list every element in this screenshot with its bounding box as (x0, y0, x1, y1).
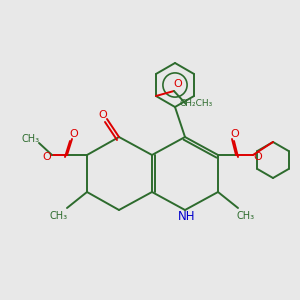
Text: CH₃: CH₃ (50, 211, 68, 221)
Text: O: O (70, 129, 78, 139)
Text: NH: NH (178, 209, 196, 223)
Text: O: O (43, 152, 51, 162)
Text: O: O (99, 110, 107, 120)
Text: CH₃: CH₃ (237, 211, 255, 221)
Text: O: O (231, 129, 239, 139)
Text: O: O (174, 79, 182, 89)
Text: CH₂CH₃: CH₂CH₃ (179, 100, 213, 109)
Text: CH₃: CH₃ (22, 134, 40, 144)
Text: O: O (254, 152, 262, 162)
